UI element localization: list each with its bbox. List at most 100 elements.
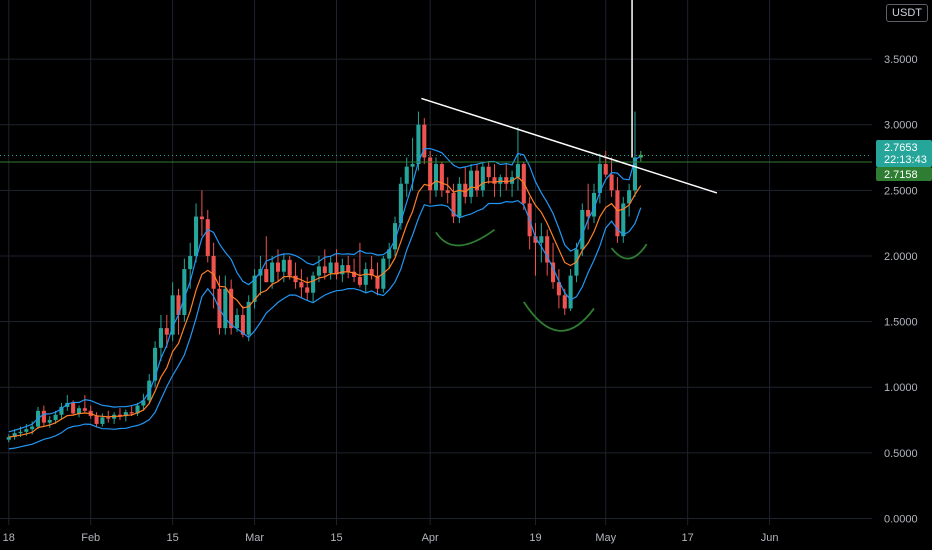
candle-body (246, 301, 251, 335)
candle-body (515, 164, 520, 178)
y-tick-label: 2.5000 (884, 185, 918, 197)
candle-body (135, 405, 140, 414)
candle-body (141, 400, 146, 406)
candle-body (164, 328, 169, 335)
currency-selector[interactable]: USDT (886, 4, 928, 22)
candle-body (433, 164, 439, 191)
candle-body (299, 282, 304, 288)
ema-upper-line (8, 147, 642, 433)
candle-body (229, 288, 234, 329)
y-tick-label: 3.5000 (884, 54, 918, 66)
x-tick-label: 15 (167, 532, 179, 544)
candle-body (71, 402, 76, 414)
candle-body (76, 408, 82, 414)
x-tick-label: Feb (81, 532, 100, 544)
candle-body (392, 223, 398, 250)
candle-body (158, 328, 163, 348)
x-tick-label: Jun (761, 532, 779, 544)
candle-body (615, 190, 620, 237)
candle-body (316, 266, 322, 276)
candle-body (568, 275, 573, 309)
candle-body (627, 190, 632, 204)
candle-body (603, 164, 608, 175)
candle-body (153, 347, 158, 381)
candle-body (363, 269, 368, 285)
candle-body (30, 426, 35, 430)
candle-body (106, 417, 111, 419)
candle-body (498, 177, 503, 184)
candle-body (346, 265, 351, 272)
candle-body (6, 437, 11, 440)
y-tick-label: 3.0000 (884, 120, 918, 132)
x-tick-label: 17 (682, 532, 694, 544)
ema-slow-line (8, 199, 642, 450)
x-tick-label: 19 (529, 532, 541, 544)
candle-body (609, 174, 614, 191)
descending-trendline (421, 97, 718, 194)
candle-body (18, 431, 23, 434)
candle-body (375, 275, 380, 289)
candle-body (223, 288, 228, 329)
candle-body (533, 236, 538, 243)
candle-body (194, 216, 199, 256)
candle-body (591, 192, 597, 217)
candle-body (170, 295, 175, 335)
x-tick-label: 18 (3, 532, 15, 544)
x-tick-label: May (595, 532, 616, 544)
price-badges: 2.7653 22:13:43 2.7158 (876, 140, 932, 181)
x-tick-label: 15 (330, 532, 342, 544)
candle-body (211, 255, 216, 289)
candle-body (474, 170, 480, 191)
level-badge (876, 167, 932, 181)
candle-body (580, 210, 585, 250)
countdown-label: 22:13:43 (884, 154, 927, 166)
candle-body (404, 166, 409, 184)
pattern-arc-annotation (435, 228, 496, 247)
candle-body (638, 154, 643, 158)
time-axis[interactable]: 18 Feb 15 Mar 15 Apr 19 May 17 Jun (3, 532, 779, 544)
price-axis[interactable]: 0.0000 0.5000 1.0000 1.5000 2.0000 2.5000 3.00… (884, 54, 918, 525)
candle-body (550, 262, 556, 283)
candle-body (264, 269, 269, 283)
candle-body (545, 236, 550, 263)
x-tick-label: Apr (422, 532, 439, 544)
candle-body (129, 412, 134, 414)
drawing-overlays (0, 0, 872, 332)
candle-body (586, 210, 591, 217)
candle-body (82, 408, 87, 411)
candle-body (457, 183, 462, 217)
candle-body (357, 276, 362, 285)
candle-body (480, 166, 485, 191)
candle-body (340, 265, 345, 275)
y-tick-label: 0.5000 (884, 448, 918, 460)
candle-body (328, 262, 333, 273)
level-label: 2.7158 (884, 169, 918, 181)
candle-body (293, 275, 298, 283)
moving-average-lines (8, 147, 642, 450)
y-tick-label: 1.5000 (884, 317, 918, 329)
candle-body (270, 262, 275, 283)
candle-body (305, 287, 310, 293)
candle-body (12, 433, 17, 438)
candle-body (539, 236, 544, 243)
x-tick-label: Mar (245, 532, 264, 544)
candle-body (234, 315, 240, 329)
candle-body (94, 416, 99, 424)
candle-body (281, 259, 286, 272)
candle-body (439, 164, 444, 191)
candle-body (41, 410, 46, 423)
candle-body (188, 255, 193, 270)
candle-body (632, 157, 638, 191)
candle-body (205, 219, 210, 256)
candle-body (422, 124, 427, 158)
candle-body (53, 414, 58, 420)
candle-body (275, 262, 281, 272)
y-tick-label: 1.0000 (884, 382, 918, 394)
candle-body (428, 157, 433, 191)
pattern-arc-annotation (610, 243, 648, 260)
ema-fast-line (8, 176, 642, 438)
candle-body (322, 266, 327, 273)
candle-body (123, 412, 128, 417)
candle-body (504, 177, 509, 184)
